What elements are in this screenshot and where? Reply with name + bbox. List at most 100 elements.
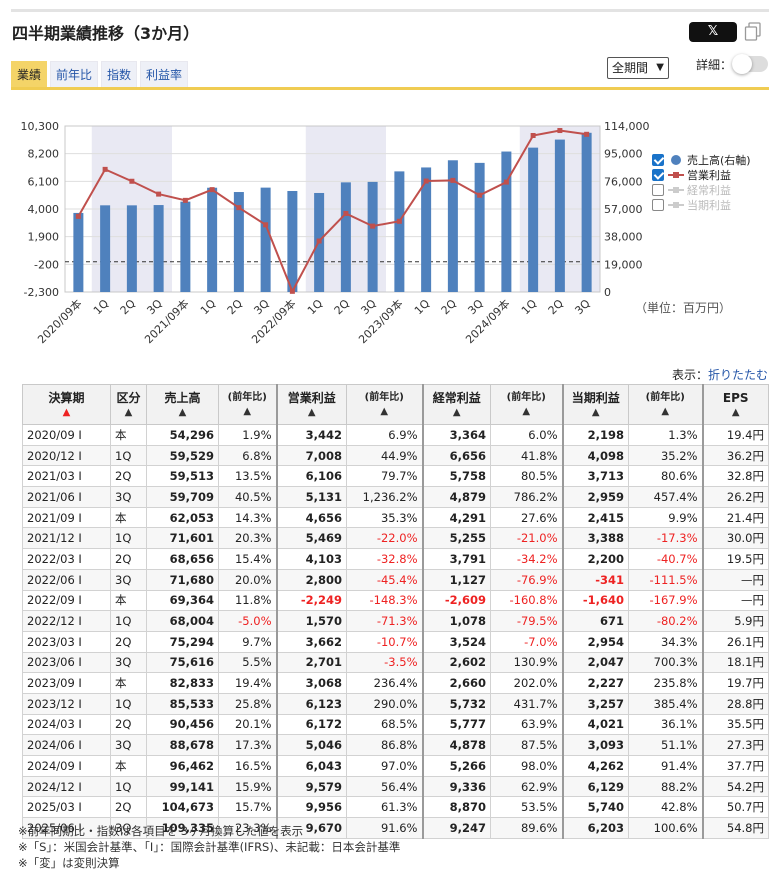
cell-sales: 59,709 <box>146 486 219 508</box>
operating-profit-point <box>75 213 81 219</box>
table-row: 2023/09 I 本 82,833 19.4% 3,068 236.4% 2,660 202… <box>22 672 769 694</box>
share-x-button[interactable]: 𝕏 <box>689 22 737 42</box>
cell-eps: 19.4円 <box>701 424 769 446</box>
operating-profit-point <box>289 288 295 294</box>
sales-bar <box>180 201 191 292</box>
tab-index[interactable]: 指数 <box>101 61 138 87</box>
sales-bar <box>207 187 218 292</box>
cell-net-yoy: 1.3% <box>628 424 703 446</box>
cell-net: 2,415 <box>561 506 629 529</box>
col-header-operating-yoy[interactable]: (前年比) ▲ <box>346 384 423 425</box>
legend-item-net[interactable]: 当期利益 <box>652 197 751 212</box>
copy-icon[interactable] <box>744 22 762 42</box>
legend-checkbox-sales[interactable] <box>652 153 664 166</box>
cell-ordinary: -2,609 <box>421 589 491 612</box>
cell-net: 3,388 <box>561 527 629 550</box>
x-axis-tick: 2020/09本 <box>35 296 85 346</box>
cell-eps: 32.8円 <box>701 465 769 488</box>
legend-checkbox-ordinary[interactable] <box>652 183 664 196</box>
right-axis-tick: 95,000 <box>604 148 643 161</box>
cell-ordinary: 5,732 <box>421 692 491 715</box>
col-header-operating[interactable]: 営業利益 ▲ <box>275 384 347 425</box>
cell-net-yoy: 235.8% <box>628 672 703 694</box>
cell-operating-yoy: 61.3% <box>346 796 423 819</box>
cell-sales: 99,141 <box>146 775 219 798</box>
x-axis-tick: 3Q <box>358 297 379 318</box>
cell-net: 2,959 <box>561 486 629 508</box>
cell-period: 2022/03 I <box>22 548 111 570</box>
cell-eps: 35.5円 <box>701 713 769 736</box>
tab-yoy[interactable]: 前年比 <box>50 61 99 87</box>
chevron-down-icon: ▼ <box>656 62 664 73</box>
legend-marker-operating <box>668 169 684 181</box>
cell-ordinary: 3,524 <box>421 630 491 653</box>
cell-net: -341 <box>561 568 629 591</box>
cell-operating-yoy: 1,236.2% <box>346 486 423 508</box>
legend-label-sales: 売上高(右軸) <box>687 153 751 167</box>
col-header-eps[interactable]: EPS ▲ <box>701 384 769 425</box>
cell-operating: 2,800 <box>275 568 347 591</box>
operating-profit-point <box>584 131 590 137</box>
legend-checkbox-operating[interactable] <box>652 168 664 181</box>
cell-sales-yoy: 9.7% <box>218 630 277 653</box>
collapse-link[interactable]: 折りたたむ <box>707 368 768 382</box>
table-row: 2021/12 I 1Q 71,601 20.3% 5,469 -22.0% 5,255 -2… <box>22 527 769 550</box>
detail-toggle[interactable] <box>732 54 768 74</box>
cell-net: 2,200 <box>561 548 629 570</box>
cell-kubun: 2Q <box>110 713 147 736</box>
cell-operating: 5,469 <box>275 527 347 550</box>
cell-ordinary: 5,255 <box>421 527 491 550</box>
cell-kubun: 1Q <box>110 775 147 798</box>
cell-sales-yoy: 20.3% <box>218 527 277 550</box>
cell-eps: 50.7円 <box>701 796 769 819</box>
cell-sales-yoy: 15.7% <box>218 796 277 819</box>
col-header-ordinary[interactable]: 経常利益 ▲ <box>421 384 491 425</box>
cell-period: 2023/03 I <box>22 630 111 653</box>
cell-sales: 62,053 <box>146 506 219 529</box>
col-header-ordinary-yoy[interactable]: (前年比) ▲ <box>490 384 563 425</box>
col-header-period[interactable]: 決算期 ▲ <box>22 384 111 425</box>
cell-sales: 59,513 <box>146 465 219 488</box>
col-header-net[interactable]: 当期利益 ▲ <box>561 384 629 425</box>
cell-eps: 27.3円 <box>701 734 769 756</box>
table-row: 2022/03 I 2Q 68,656 15.4% 4,103 -32.8% 3,791 -3… <box>22 548 769 570</box>
cell-operating: 3,442 <box>275 424 347 446</box>
chart-legend: 売上高(右軸) 営業利益 経常利益 当期利益 <box>652 152 751 212</box>
cell-operating: 6,043 <box>275 755 347 777</box>
table-row: 2024/09 I 本 96,462 16.5% 6,043 97.0% 5,266 98.0… <box>22 755 769 777</box>
cell-sales: 88,678 <box>146 734 219 756</box>
cell-ordinary-yoy: 130.9% <box>490 651 563 674</box>
cell-ordinary: 5,777 <box>421 713 491 736</box>
period-select[interactable]: 全期間 ▼ <box>607 57 669 79</box>
col-header-sales[interactable]: 売上高 ▲ <box>146 384 219 425</box>
cell-ordinary: 3,364 <box>421 424 491 446</box>
cell-sales-yoy: 13.5% <box>218 465 277 488</box>
legend-checkbox-net[interactable] <box>652 198 664 211</box>
col-header-sales-yoy[interactable]: (前年比) ▲ <box>218 384 277 425</box>
cell-eps: 30.0円 <box>701 527 769 550</box>
tab-margin[interactable]: 利益率 <box>140 61 189 87</box>
cell-period: 2024/09 I <box>22 755 111 777</box>
cell-operating-yoy: -3.5% <box>346 651 423 674</box>
cell-eps: 54.2円 <box>701 775 769 798</box>
operating-profit-point <box>503 179 509 185</box>
cell-sales-yoy: 25.8% <box>218 692 277 715</box>
cell-operating: 9,579 <box>275 775 347 798</box>
x-axis-tick: 1Q <box>519 297 540 318</box>
legend-item-operating[interactable]: 営業利益 <box>652 167 751 182</box>
cell-operating: -2,249 <box>275 589 347 612</box>
cell-net-yoy: -40.7% <box>628 548 703 570</box>
cell-ordinary-yoy: 202.0% <box>490 672 563 694</box>
col-header-net-yoy[interactable]: (前年比) ▲ <box>628 384 703 425</box>
legend-item-sales[interactable]: 売上高(右軸) <box>652 152 751 167</box>
operating-profit-point <box>343 210 349 216</box>
legend-item-ordinary[interactable]: 経常利益 <box>652 182 751 197</box>
cell-operating: 5,046 <box>275 734 347 756</box>
cell-sales-yoy: 15.4% <box>218 548 277 570</box>
tab-gyoseki[interactable]: 業績 <box>11 61 48 87</box>
cell-net-yoy: 9.9% <box>628 506 703 529</box>
cell-net: 6,203 <box>561 817 629 839</box>
cell-operating: 5,131 <box>275 486 347 508</box>
col-header-kubun[interactable]: 区分 ▲ <box>110 384 147 425</box>
cell-eps: 5.9円 <box>701 610 769 632</box>
